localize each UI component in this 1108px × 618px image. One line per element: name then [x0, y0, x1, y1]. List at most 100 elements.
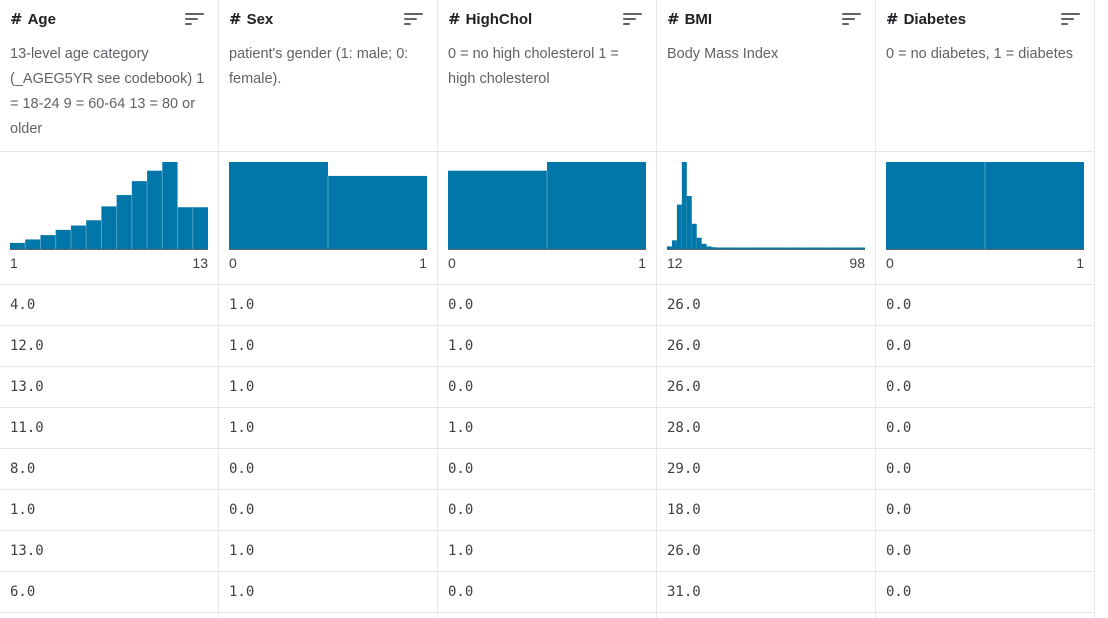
histogram-bar[interactable] [706, 246, 712, 249]
histogram-bar[interactable] [70, 225, 87, 249]
table-cell[interactable]: 0.0 [876, 572, 1094, 613]
table-cell[interactable]: 0.0 [876, 408, 1094, 449]
table-cell[interactable]: 0.0 [876, 367, 1094, 408]
table-cell[interactable]: 1.0 [0, 490, 218, 531]
table-cell[interactable]: 0.0 [219, 490, 437, 531]
histogram-bar[interactable] [800, 247, 806, 250]
table-cell[interactable]: 0.0 [438, 285, 656, 326]
table-cell[interactable]: 26.0 [657, 326, 875, 367]
histogram-bar[interactable] [761, 247, 766, 250]
histogram-bar[interactable] [726, 247, 732, 250]
histogram-bar[interactable] [229, 162, 328, 249]
table-cell[interactable]: 12.0 [0, 326, 218, 367]
histogram-bar[interactable] [667, 246, 672, 249]
histogram-bar[interactable] [751, 247, 757, 250]
table-cell[interactable]: 1.0 [219, 572, 437, 613]
table-cell[interactable]: 11.0 [0, 408, 218, 449]
histogram-bar[interactable] [790, 247, 796, 250]
histogram-bar[interactable] [805, 247, 811, 250]
histogram-bar[interactable] [845, 247, 851, 250]
histogram-bar[interactable] [25, 239, 41, 249]
sort-lines-icon[interactable] [623, 12, 642, 26]
histogram-bar[interactable] [721, 247, 727, 250]
histogram-bar[interactable] [671, 240, 677, 249]
table-cell[interactable]: 0.0 [438, 367, 656, 408]
table-cell[interactable]: 1.0 [219, 326, 437, 367]
histogram-bar[interactable] [985, 162, 1084, 249]
table-cell[interactable]: 0.0 [876, 449, 1094, 490]
histogram-bar[interactable] [820, 247, 826, 250]
table-cell[interactable]: 4.0 [0, 285, 218, 326]
histogram-bar[interactable] [55, 229, 71, 249]
table-cell[interactable]: 29.0 [657, 449, 875, 490]
histogram-bar[interactable] [691, 223, 697, 249]
table-cell[interactable]: 0.0 [876, 490, 1094, 531]
histogram-bar[interactable] [825, 247, 831, 250]
histogram-bar[interactable] [131, 181, 148, 249]
table-cell[interactable]: 1.0 [219, 367, 437, 408]
sort-lines-icon[interactable] [404, 12, 423, 26]
histogram-bar[interactable] [886, 162, 985, 249]
histogram-bar[interactable] [86, 220, 102, 249]
column-header[interactable]: # Diabetes [876, 0, 1094, 38]
table-cell[interactable]: 0.0 [876, 531, 1094, 572]
histogram-bar[interactable] [860, 247, 865, 250]
histogram-bar[interactable] [810, 247, 816, 250]
histogram-bar[interactable] [850, 247, 856, 250]
histogram-bar[interactable] [741, 247, 747, 250]
table-cell[interactable]: 1.0 [219, 531, 437, 572]
histogram-bar[interactable] [681, 162, 687, 249]
table-cell[interactable]: 0.0 [876, 285, 1094, 326]
histogram-bar[interactable] [696, 237, 702, 249]
table-cell[interactable]: 0.0 [219, 449, 437, 490]
table-cell[interactable]: 26.0 [657, 285, 875, 326]
histogram-bar[interactable] [815, 247, 821, 250]
histogram-bar[interactable] [448, 170, 547, 249]
histogram-bar[interactable] [795, 247, 801, 250]
histogram-bar[interactable] [855, 247, 861, 250]
table-cell[interactable]: 0.0 [438, 449, 656, 490]
table-cell[interactable]: 0.0 [438, 490, 656, 531]
histogram-bar[interactable] [101, 206, 117, 249]
histogram-bar[interactable] [10, 242, 26, 249]
column-header[interactable]: # BMI [657, 0, 875, 38]
table-cell[interactable]: 0.0 [438, 572, 656, 613]
histogram-bar[interactable] [746, 247, 752, 250]
histogram-bar[interactable] [766, 247, 771, 250]
column-header[interactable]: # Age [0, 0, 218, 38]
histogram-bar[interactable] [716, 247, 722, 250]
histogram-bar[interactable] [547, 162, 646, 249]
sort-lines-icon[interactable] [842, 12, 861, 26]
table-cell[interactable]: 26.0 [657, 367, 875, 408]
column-header[interactable]: # HighChol [438, 0, 656, 38]
histogram-bar[interactable] [177, 207, 193, 249]
table-cell[interactable]: 28.0 [657, 408, 875, 449]
table-cell[interactable]: 26.0 [657, 531, 875, 572]
histogram-bar[interactable] [770, 247, 776, 250]
table-cell[interactable]: 31.0 [657, 572, 875, 613]
table-cell[interactable]: 1.0 [438, 531, 656, 572]
column-histogram[interactable]: 1 13 [0, 152, 218, 285]
table-cell[interactable]: 1.0 [438, 326, 656, 367]
histogram-bar[interactable] [676, 204, 682, 249]
sort-lines-icon[interactable] [185, 12, 204, 26]
table-cell[interactable]: 1.0 [219, 285, 437, 326]
table-cell[interactable]: 6.0 [0, 572, 218, 613]
table-cell[interactable]: 13.0 [0, 367, 218, 408]
table-cell[interactable]: 1.0 [438, 408, 656, 449]
sort-lines-icon[interactable] [1061, 12, 1080, 26]
column-histogram[interactable]: 12 98 [657, 152, 875, 285]
histogram-bar[interactable] [147, 170, 163, 249]
histogram-bar[interactable] [775, 247, 781, 250]
histogram-bar[interactable] [840, 247, 846, 250]
histogram-bar[interactable] [830, 247, 836, 250]
histogram-bar[interactable] [192, 207, 208, 249]
histogram-bar[interactable] [785, 247, 791, 250]
column-header[interactable]: # Sex [219, 0, 437, 38]
table-cell[interactable]: 0.0 [876, 326, 1094, 367]
histogram-bar[interactable] [736, 247, 742, 250]
histogram-bar[interactable] [328, 175, 427, 249]
histogram-bar[interactable] [40, 235, 56, 249]
